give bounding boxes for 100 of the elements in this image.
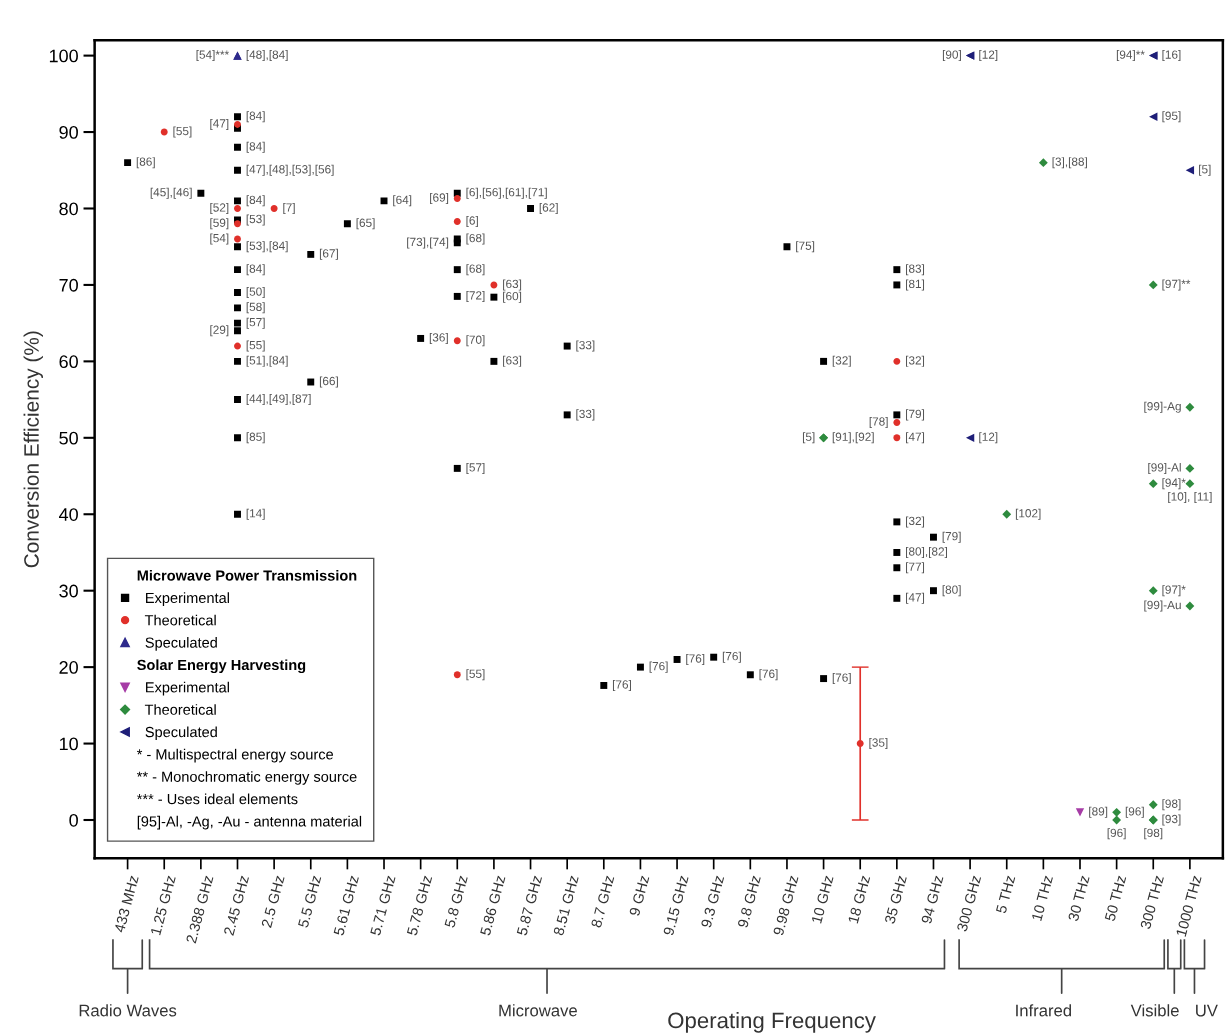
x-tick-label: 2.388 GHz [185,874,214,944]
annotation: [90] [942,50,961,62]
annotation: [64] [393,195,412,207]
annotation: [63] [503,355,522,367]
annotation: [50] [246,287,265,299]
annotation: [69] [430,193,449,205]
y-tick-label: 70 [59,278,78,292]
y-tick-label: 20 [59,661,78,674]
y-tick-label: 60 [59,355,78,369]
annotation: *** - Uses ideal elements [136,793,298,805]
x-tick-label: 9.15 GHz [663,874,689,936]
y-axis-title: Conversion Efficiency (%) [23,331,43,568]
annotation: [70] [466,335,485,347]
x-tick-label: 18 GHz [847,874,871,924]
legend-label: Speculated [145,637,217,651]
legend-label: Experimental [146,681,229,696]
annotation: [59] [210,218,229,230]
annotation: [73],[74] [407,237,449,249]
annotation: [54] [210,233,229,245]
x-tick-label: 8.51 GHz [553,874,579,936]
text: Radio Waves [79,1004,177,1017]
annotation: [91],[92] [832,432,874,444]
annotation: [53],[84] [246,241,288,253]
x-tick-label: 9.3 GHz [700,874,725,928]
annotation: [79] [906,409,925,421]
text: Microwave [499,1004,577,1017]
annotation: [84] [246,141,265,153]
annotation: [76] [722,651,741,663]
x-tick-label: 433 MHz [113,874,139,933]
x-tick-label: 300 GHz [956,874,982,933]
x-tick-label: 35 GHz [884,874,907,925]
annotation: [6] [466,215,478,227]
text: Infrared [1016,1004,1072,1017]
x-tick-label: 5.71 GHz [370,874,396,936]
annotation: [66] [319,376,338,388]
annotation: [96] [1107,828,1126,840]
annotation: [79] [942,531,961,543]
annotation: [76] [612,679,631,691]
x-tick-label: 1000 THz [1175,874,1202,937]
annotation: [99]-Au [1144,600,1181,612]
annotation: Solar Energy Harvesting [137,659,306,674]
annotation: [7] [283,202,295,214]
annotation: [67] [319,248,338,260]
text: Visible [1130,1004,1179,1017]
x-tick-label: 9.8 GHz [737,874,761,928]
annotation: [53] [246,214,265,226]
annotation: [81] [906,279,925,291]
x-tick-label: 2.45 GHz [223,874,250,936]
annotation: Microwave Power Transmission [137,570,357,581]
x-tick-label: 5.8 GHz [444,874,468,929]
x-tick-label: 2.5 GHz [261,874,285,928]
annotation: [45],[46] [150,187,192,199]
annotation: [10], [11] [1168,492,1212,504]
annotation: [84] [246,264,265,276]
annotation: [3],[88] [1052,157,1087,169]
x-tick-label: 5.61 GHz [333,874,359,936]
annotation: [63] [503,279,522,291]
annotation: [94]* [1162,478,1186,490]
annotation: [77] [906,562,925,574]
annotation: [83] [906,264,925,276]
annotation: [5] [1199,164,1211,176]
x-tick-label: 9.98 GHz [772,874,799,936]
text: UV [1196,1004,1218,1017]
y-tick-label: 50 [59,431,78,445]
annotation: [98] [1144,828,1163,840]
legend-label: Theoretical [144,614,216,626]
annotation: [54]*** [196,50,229,62]
x-tick-label: 5.87 GHz [516,874,543,936]
annotation: [32] [906,516,925,528]
y-tick-label: 100 [49,49,78,63]
annotation: [57] [466,462,485,474]
annotation: [76] [649,661,668,673]
annotation: [14] [246,508,265,520]
annotation: [96] [1125,806,1144,818]
annotation: [76] [832,673,851,685]
y-tick-label: 10 [59,737,78,751]
annotation: [35] [869,738,888,750]
annotation: [99]-Al [1148,462,1181,474]
annotation: [80] [942,585,961,597]
annotation: [84] [246,111,265,123]
annotation: [29] [210,325,229,337]
annotation: [55] [466,669,485,681]
annotation: [86] [136,157,155,169]
x-tick-label: 1.25 GHz [150,874,176,936]
annotation: [12] [979,50,998,62]
annotation: [99]-Ag [1144,401,1181,413]
annotation: [102] [1015,508,1041,520]
annotation: [12] [979,432,998,444]
annotation: [44],[49],[87] [246,394,311,406]
x-tick-label: 5 THz [995,875,1016,914]
x-tick-label: 5.5 GHz [297,874,322,929]
annotation: [51],[84] [246,355,288,367]
x-tick-label: 9 GHz [629,874,650,917]
annotation: [95] [1162,111,1181,123]
annotation: [55] [246,340,265,352]
x-tick-label: 30 THz [1067,874,1090,922]
annotation: [60] [503,291,522,303]
annotation: [47] [210,118,229,130]
x-axis-title: Operating Frequency [668,1011,876,1033]
y-tick-label: 80 [59,202,78,216]
